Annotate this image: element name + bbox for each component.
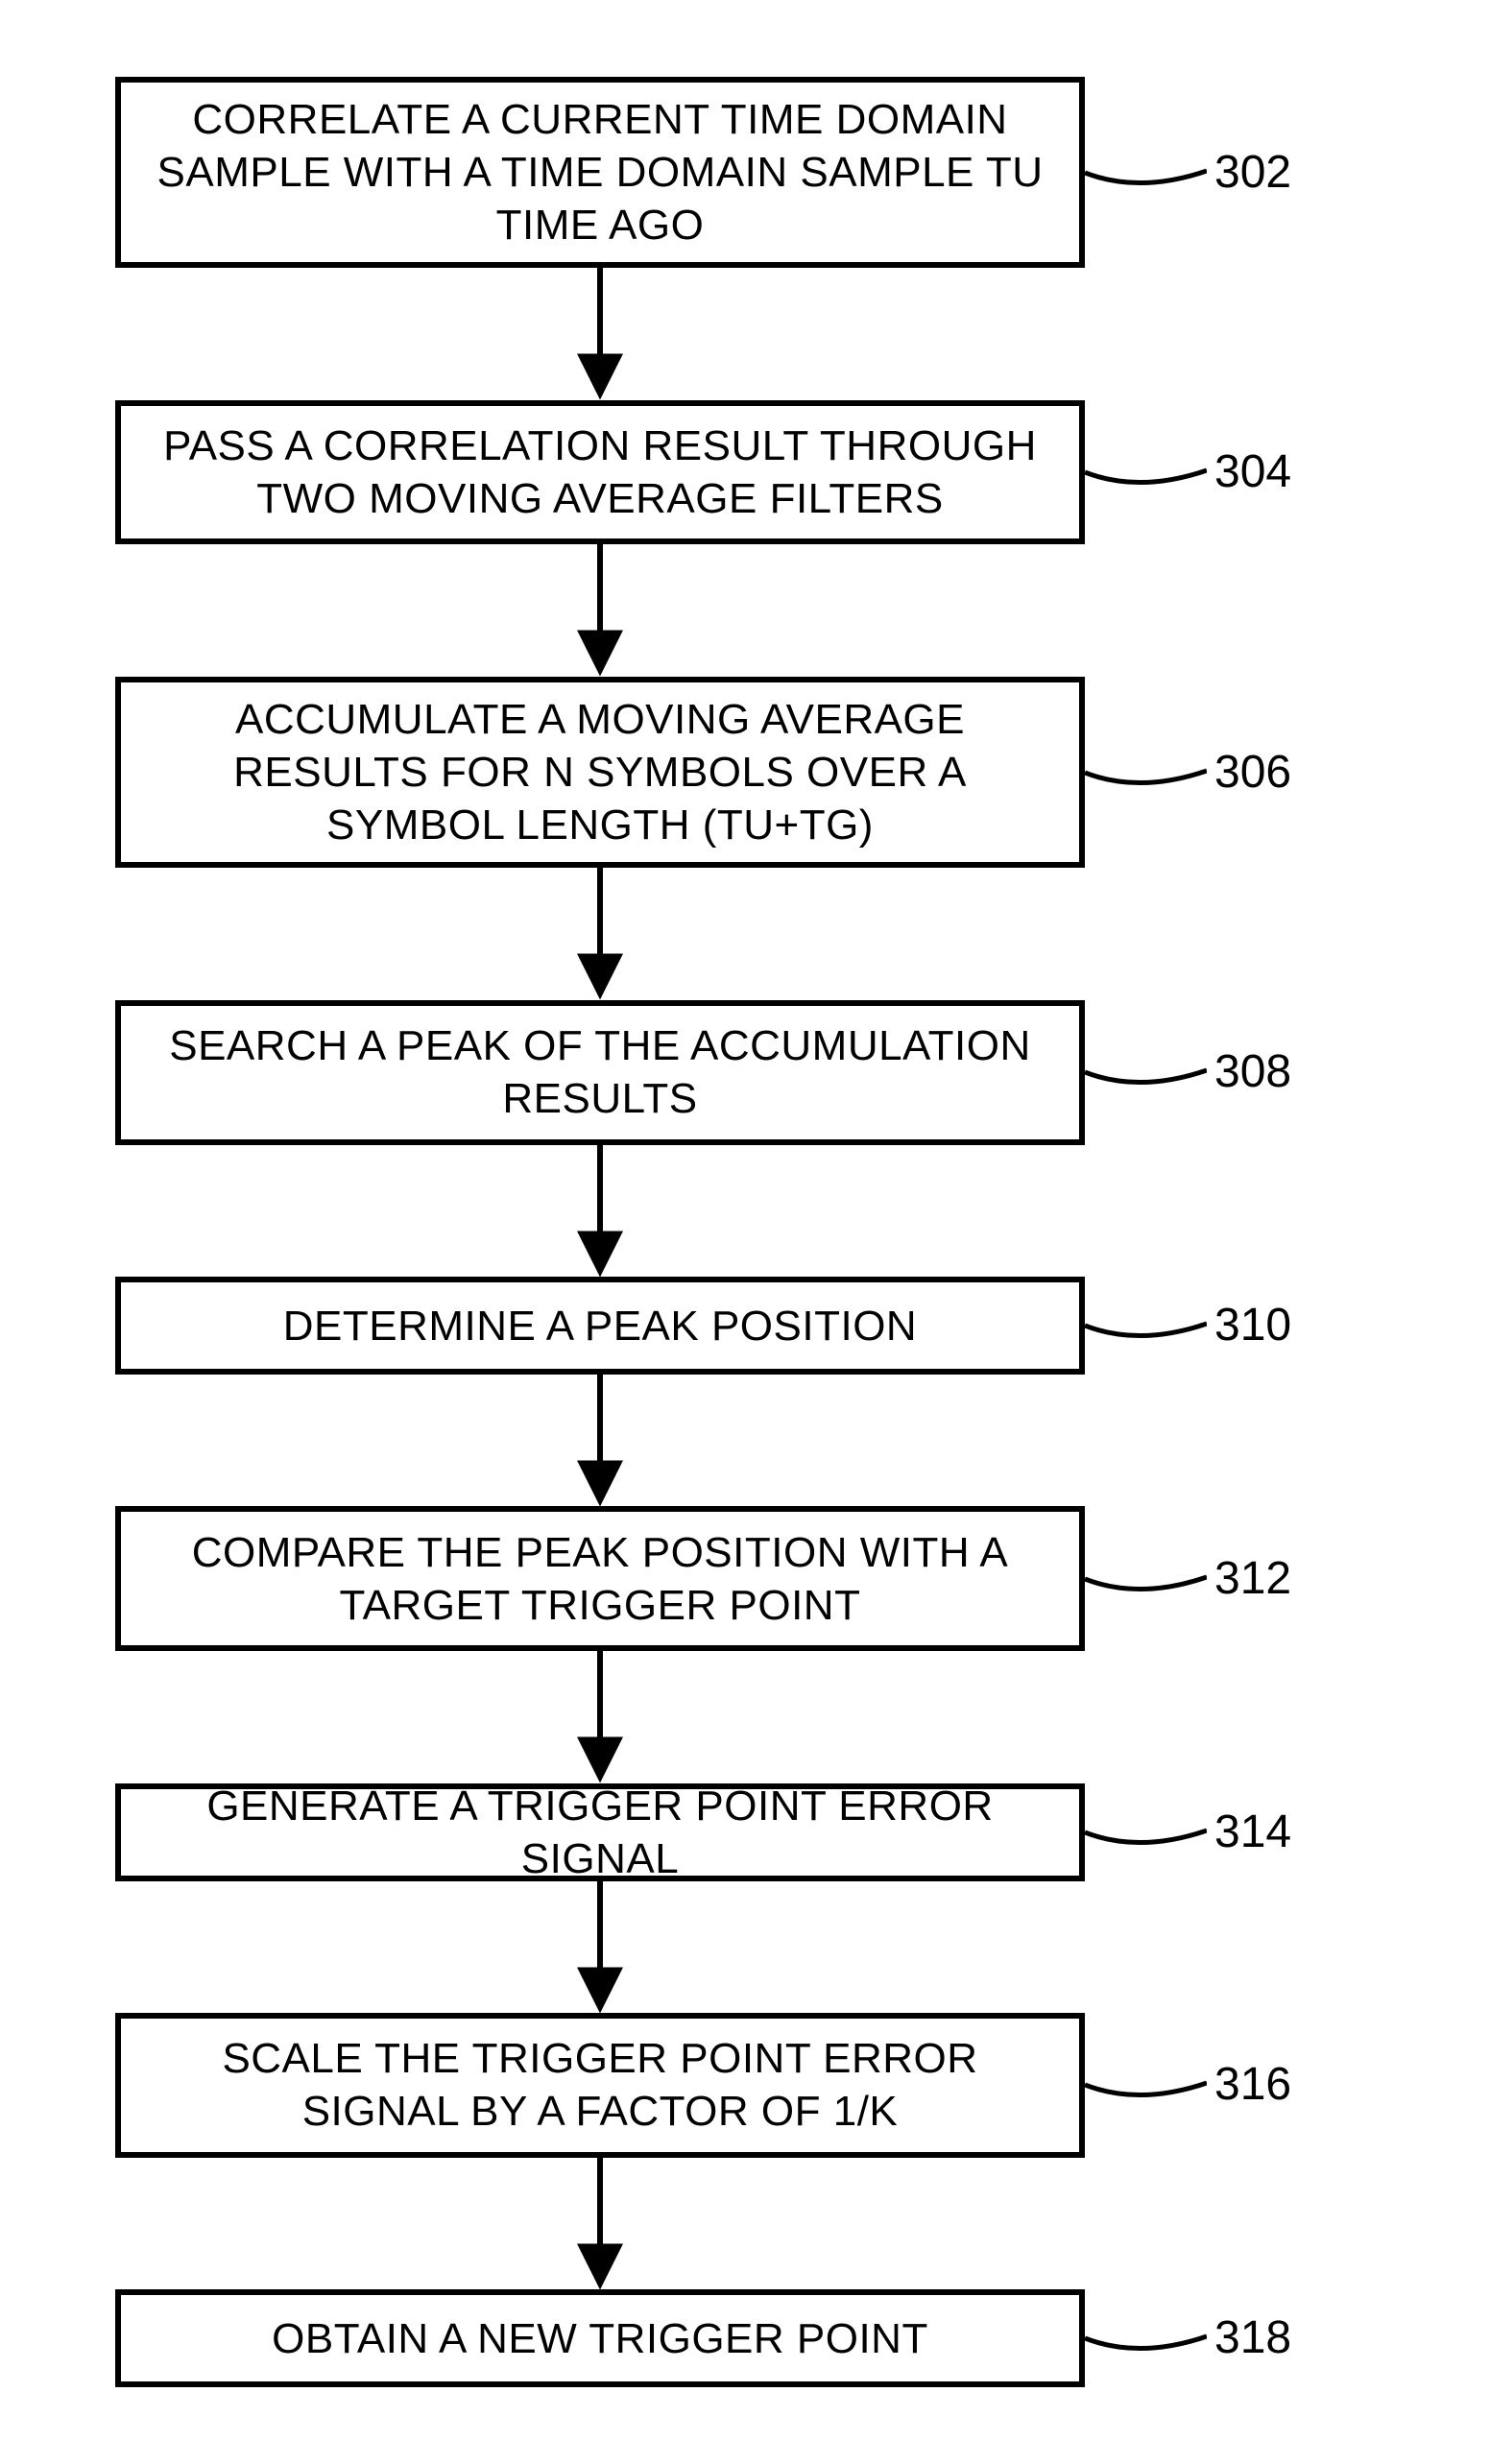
ref-label-306: 306 [1214, 746, 1291, 799]
ref-label-308: 308 [1214, 1045, 1291, 1098]
flow-step-text: PASS A CORRELATION RESULT THROUGH TWO MO… [148, 419, 1052, 525]
flow-step-text: SCALE THE TRIGGER POINT ERROR SIGNAL BY … [148, 2032, 1052, 2138]
flow-step-318: OBTAIN A NEW TRIGGER POINT [115, 2289, 1085, 2387]
flow-step-text: ACCUMULATE A MOVING AVERAGE RESULTS FOR … [148, 693, 1052, 851]
leader-line [1085, 744, 1207, 801]
leader-line [1085, 2309, 1207, 2367]
leader-line [1085, 443, 1207, 501]
flow-arrow [577, 268, 623, 399]
flow-arrow [577, 1375, 623, 1506]
flow-step-306: ACCUMULATE A MOVING AVERAGE RESULTS FOR … [115, 677, 1085, 869]
ref-label-310: 310 [1214, 1299, 1291, 1352]
flow-step-text: COMPARE THE PEAK POSITION WITH A TARGET … [148, 1526, 1052, 1632]
flow-step-310: DETERMINE A PEAK POSITION [115, 1277, 1085, 1375]
flow-step-312: COMPARE THE PEAK POSITION WITH A TARGET … [115, 1506, 1085, 1651]
flow-step-text: GENERATE A TRIGGER POINT ERROR SIGNAL [148, 1780, 1052, 1885]
ref-label-316: 316 [1214, 2058, 1291, 2111]
leader-line [1085, 144, 1207, 202]
ref-label-314: 314 [1214, 1806, 1291, 1858]
flow-step-308: SEARCH A PEAK OF THE ACCUMULATION RESULT… [115, 1000, 1085, 1145]
leader-line [1085, 1043, 1207, 1101]
flow-step-text: SEARCH A PEAK OF THE ACCUMULATION RESULT… [148, 1019, 1052, 1125]
ref-label-318: 318 [1214, 2311, 1291, 2364]
flow-step-text: DETERMINE A PEAK POSITION [283, 1300, 917, 1352]
ref-label-312: 312 [1214, 1552, 1291, 1605]
flow-arrow [577, 868, 623, 999]
flow-arrow [577, 544, 623, 676]
leader-line [1085, 1297, 1207, 1354]
ref-label-304: 304 [1214, 445, 1291, 498]
flowchart-canvas: CORRELATE A CURRENT TIME DOMAIN SAMPLE W… [0, 0, 1490, 2464]
flow-arrow [577, 1145, 623, 1277]
flow-step-304: PASS A CORRELATION RESULT THROUGH TWO MO… [115, 400, 1085, 545]
flow-arrow [577, 1651, 623, 1782]
flow-step-text: CORRELATE A CURRENT TIME DOMAIN SAMPLE W… [148, 93, 1052, 251]
flow-step-302: CORRELATE A CURRENT TIME DOMAIN SAMPLE W… [115, 77, 1085, 269]
flow-arrow [577, 2158, 623, 2289]
flow-step-314: GENERATE A TRIGGER POINT ERROR SIGNAL [115, 1783, 1085, 1881]
leader-line [1085, 1550, 1207, 1608]
flow-arrow [577, 1881, 623, 2013]
flow-step-text: OBTAIN A NEW TRIGGER POINT [272, 2312, 928, 2365]
leader-line [1085, 1804, 1207, 1861]
leader-line [1085, 2056, 1207, 2114]
flow-step-316: SCALE THE TRIGGER POINT ERROR SIGNAL BY … [115, 2013, 1085, 2158]
ref-label-302: 302 [1214, 146, 1291, 199]
